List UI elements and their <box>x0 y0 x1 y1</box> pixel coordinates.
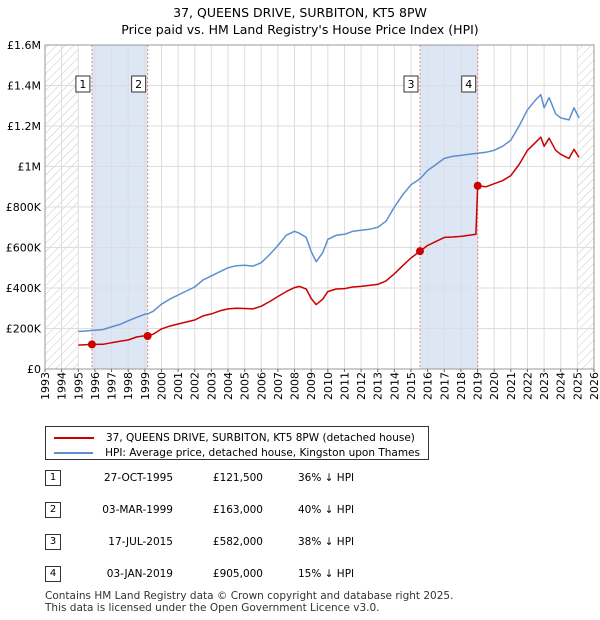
x-tick-label: 1993 <box>39 372 52 400</box>
y-tick-label: £1.6M <box>7 39 41 52</box>
x-tick-label: 2017 <box>438 372 451 400</box>
x-tick-label: 2010 <box>322 372 335 400</box>
sale-label-box <box>75 75 91 93</box>
sale-label-box <box>131 75 147 93</box>
x-tick-label: 2015 <box>405 372 418 400</box>
footer: Contains HM Land Registry data © Crown c… <box>45 590 453 614</box>
x-tick-label: 2005 <box>239 372 252 400</box>
chart-title-line2: Price paid vs. HM Land Registry's House … <box>121 22 479 37</box>
sale-row: 1 27-OCT-1995 £121,500 36% ↓ HPI <box>45 470 405 486</box>
x-tick-label: 2019 <box>472 372 485 400</box>
y-tick-label: £1.2M <box>7 120 41 133</box>
sale-hpi-diff: 36% ↓ HPI <box>298 472 355 484</box>
sale-number-badge: 3 <box>45 534 61 550</box>
x-tick-label: 2026 <box>588 372 600 400</box>
chart-title: 37, QUEENS DRIVE, SURBITON, KT5 8PW Pric… <box>0 4 600 38</box>
legend-swatch-hpi <box>54 451 94 454</box>
y-tick-label: £200K <box>6 323 42 336</box>
sale-label-text: 1 <box>79 78 86 91</box>
legend-item-hpi: HPI: Average price, detached house, King… <box>54 446 420 459</box>
sale-point <box>87 340 96 349</box>
sale-hpi-diff: 38% ↓ HPI <box>298 536 355 548</box>
property-series-line <box>78 136 580 346</box>
sale-date: 03-JAN-2019 <box>106 568 173 580</box>
sale-price: £905,000 <box>212 568 263 580</box>
legend-label-hpi: HPI: Average price, detached house, King… <box>105 446 420 459</box>
x-tick-label: 2000 <box>155 372 168 400</box>
sale-label-box <box>461 75 477 93</box>
x-tick-label: 2020 <box>488 372 501 400</box>
footer-copyright: Contains HM Land Registry data © Crown c… <box>45 590 454 602</box>
legend: 37, QUEENS DRIVE, SURBITON, KT5 8PW (det… <box>45 426 429 460</box>
x-tick-label: 1999 <box>139 372 152 400</box>
plot-frame <box>44 44 595 370</box>
x-tick-label: 2012 <box>355 372 368 400</box>
x-tick-label: 1994 <box>56 372 69 400</box>
x-tick-label: 2008 <box>289 372 302 400</box>
x-tick-label: 1996 <box>89 372 102 400</box>
legend-item-property: 37, QUEENS DRIVE, SURBITON, KT5 8PW (det… <box>54 431 420 444</box>
sale-date: 17-JUL-2015 <box>108 536 173 548</box>
sale-row: 2 03-MAR-1999 £163,000 40% ↓ HPI <box>45 502 405 518</box>
sale-price: £163,000 <box>212 504 263 516</box>
sale-label-box <box>403 75 419 93</box>
legend-label-property: 37, QUEENS DRIVE, SURBITON, KT5 8PW (det… <box>106 431 415 444</box>
x-tick-label: 2013 <box>372 372 385 400</box>
footer-licence: This data is licensed under the Open Gov… <box>45 602 380 614</box>
sale-point <box>143 331 152 340</box>
x-tick-label: 2004 <box>222 372 235 400</box>
x-tick-label: 2007 <box>272 372 285 400</box>
x-tick-label: 2024 <box>555 372 568 400</box>
x-tick-label: 1998 <box>122 372 135 400</box>
x-tick-label: 2006 <box>255 372 268 400</box>
legend-swatch-property <box>54 436 94 439</box>
sale-number-badge: 2 <box>45 502 61 518</box>
sale-price: £121,500 <box>212 472 263 484</box>
x-tick-label: 2001 <box>172 372 185 400</box>
sale-label-text: 2 <box>135 78 142 91</box>
axes: £0 £200K £400K £600K £800K £1M £1.2M £1.4M £1.6M… <box>6 39 600 400</box>
sale-point <box>415 247 424 256</box>
y-tick-label: £1.4M <box>7 80 41 93</box>
x-tick-label: 2002 <box>189 372 202 400</box>
x-tick-label: 2018 <box>455 372 468 400</box>
x-tick-label: 2021 <box>505 372 518 400</box>
sale-date: 03-MAR-1999 <box>102 504 173 516</box>
x-tick-label: 2011 <box>338 372 351 400</box>
sale-number-badge: 1 <box>45 470 61 486</box>
sale-markers: 1 2 3 4 <box>75 75 482 349</box>
x-tick-label: 2014 <box>388 372 401 400</box>
x-tick-label: 1997 <box>106 372 119 400</box>
x-tick-label: 2022 <box>521 372 534 400</box>
x-tick-label: 2016 <box>422 372 435 400</box>
chart-title-line1: 37, QUEENS DRIVE, SURBITON, KT5 8PW <box>173 5 427 20</box>
y-tick-label: £800K <box>6 201 42 214</box>
sale-point <box>473 181 482 190</box>
y-tick-label: £1M <box>18 161 42 174</box>
series-lines <box>78 93 580 346</box>
x-tick-label: 2009 <box>305 372 318 400</box>
sale-label-text: 4 <box>465 78 472 91</box>
sale-row: 4 03-JAN-2019 £905,000 15% ↓ HPI <box>45 566 405 582</box>
x-tick-label: 2003 <box>205 372 218 400</box>
y-tick-label: £600K <box>6 242 42 255</box>
hpi-series-line <box>78 93 580 333</box>
sale-row: 3 17-JUL-2015 £582,000 38% ↓ HPI <box>45 534 405 550</box>
x-tick-label: 2025 <box>571 372 584 400</box>
sale-date: 27-OCT-1995 <box>104 472 173 484</box>
sale-number-badge: 4 <box>45 566 61 582</box>
price-chart: 1 2 3 4 £0 £200K £400K £600K £800K £1M £1.2M £1.4M… <box>6 39 600 400</box>
y-tick-label: £0 <box>27 363 41 376</box>
sale-price: £582,000 <box>212 536 263 548</box>
sale-hpi-diff: 40% ↓ HPI <box>298 504 355 516</box>
x-tick-label: 1995 <box>72 372 85 400</box>
y-tick-label: £400K <box>6 282 42 295</box>
sale-hpi-diff: 15% ↓ HPI <box>298 568 355 580</box>
sale-label-text: 3 <box>407 78 414 91</box>
x-tick-label: 2023 <box>538 372 551 400</box>
